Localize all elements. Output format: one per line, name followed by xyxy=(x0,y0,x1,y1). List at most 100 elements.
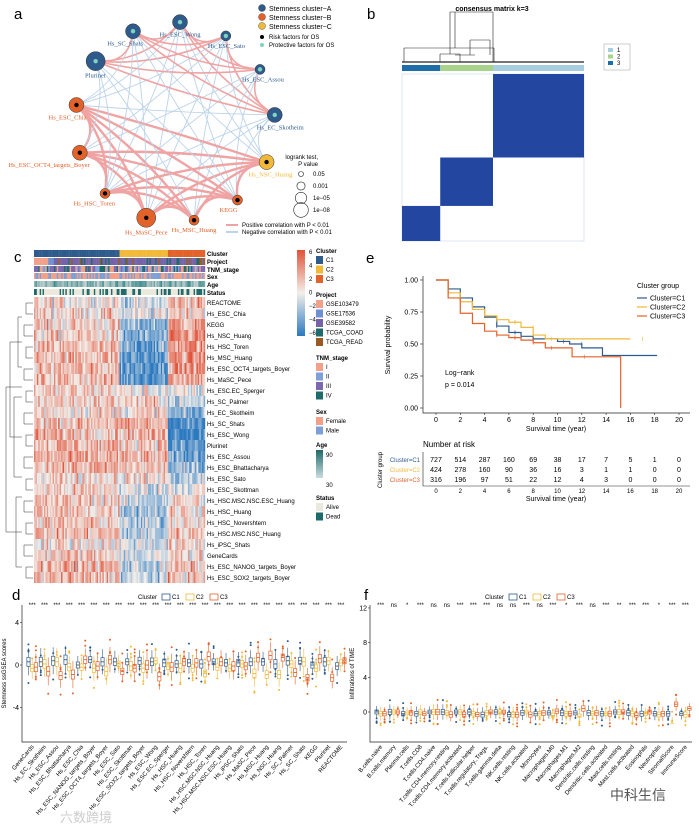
heatmap-cell xyxy=(82,462,85,473)
risk-count: 424 xyxy=(430,467,442,474)
heatmap-cell xyxy=(62,374,65,385)
heatmap-cell xyxy=(76,363,79,374)
outlier-point xyxy=(476,703,479,706)
heatmap-cell xyxy=(156,341,159,352)
risk-row-label: Cluster=C1 xyxy=(390,458,421,464)
heatmap-cell xyxy=(52,396,55,407)
heatmap-cell xyxy=(118,528,120,539)
heatmap-cell xyxy=(187,484,190,495)
heatmap-cell xyxy=(63,297,66,308)
heatmap-cell xyxy=(34,550,36,561)
heatmap-cell xyxy=(45,517,48,528)
heatmap-cell xyxy=(187,473,190,484)
outlier-point xyxy=(323,672,326,675)
heatmap-cell xyxy=(157,418,160,429)
outlier-point xyxy=(274,675,277,678)
outlier-point xyxy=(232,650,235,653)
annotation-cluster-cell xyxy=(145,250,147,257)
network-node: Hs_SC_Shats xyxy=(107,23,143,48)
risk-dot xyxy=(144,215,149,220)
heatmap-cell xyxy=(65,572,67,583)
heatmap-cell xyxy=(128,484,130,495)
risk-count: 316 xyxy=(430,477,442,484)
annotation-cluster-cell xyxy=(203,250,206,257)
outlier-point xyxy=(47,692,50,695)
heatmap-cell xyxy=(145,473,147,484)
heatmap-cell xyxy=(130,440,133,451)
annotation-tnm-cell xyxy=(130,266,133,272)
heatmap-cell xyxy=(193,451,196,462)
heatmap-cell xyxy=(82,550,85,561)
heatmap-cell xyxy=(86,330,89,341)
heatmap-cell xyxy=(35,341,38,352)
heatmap-cell xyxy=(169,308,171,319)
box-group: ***Hs_ESC_Sato xyxy=(93,603,125,778)
heatmap-cell xyxy=(138,363,140,374)
annotation-status-cell xyxy=(167,289,170,295)
heatmap-cell xyxy=(125,473,127,484)
heatmap-cell xyxy=(71,473,73,484)
heatmap-cell xyxy=(163,572,166,583)
heatmap-cell xyxy=(183,407,186,418)
heatmap-cell xyxy=(63,440,66,451)
heatmap-cell xyxy=(179,550,181,561)
annotation-sex-cell xyxy=(150,273,153,279)
heatmap-cell xyxy=(95,451,97,462)
heatmap-cell xyxy=(38,407,40,418)
heatmap-cell xyxy=(189,561,191,572)
heatmap-cell xyxy=(122,407,124,418)
heatmap-cell xyxy=(179,363,181,374)
annotation-status-cell xyxy=(136,289,139,295)
positive-edge xyxy=(75,103,239,202)
heatmap-cell xyxy=(52,473,55,484)
heatmap-cell xyxy=(145,363,147,374)
heatmap-cell xyxy=(98,297,100,308)
annotation-sex-cell xyxy=(139,273,142,279)
annotation-age-cell xyxy=(53,281,56,287)
outlier-point xyxy=(290,652,293,655)
annotation-project-cell xyxy=(81,258,83,265)
panel-label-c: c xyxy=(14,249,22,266)
annotation-status-cell xyxy=(138,289,140,295)
heatmap-cell xyxy=(71,385,73,396)
heatmap-cell xyxy=(169,561,171,572)
heatmap-cell xyxy=(136,330,139,341)
heatmap-cell xyxy=(76,539,79,550)
heatmap-cell xyxy=(176,517,179,528)
annotation-status-cell xyxy=(113,289,116,295)
significance-label: *** xyxy=(300,603,308,609)
annotation-sex-cell xyxy=(82,273,85,279)
heatmap-cell xyxy=(96,308,99,319)
heatmap-cell xyxy=(46,297,49,308)
heatmap-cell xyxy=(179,473,181,484)
annotation-status-cell xyxy=(95,289,97,295)
annotation-project-cell xyxy=(118,258,120,265)
heatmap-cell xyxy=(187,572,190,583)
heatmap-cell xyxy=(138,418,140,429)
annotation-tnm-cell xyxy=(43,266,46,272)
annotation-cluster-cell xyxy=(192,250,194,257)
heatmap-cell xyxy=(135,539,137,550)
heatmap-cell xyxy=(76,550,79,561)
annotation-status-cell xyxy=(51,289,53,295)
heatmap-cell xyxy=(202,440,204,451)
annotation-age-cell xyxy=(183,281,186,287)
significance-label: *** xyxy=(189,603,197,609)
heatmap-cell xyxy=(86,396,89,407)
heatmap-cell xyxy=(38,308,40,319)
risk-count: 196 xyxy=(454,477,466,484)
heatmap-cell xyxy=(163,462,166,473)
heatmap-cell xyxy=(135,374,137,385)
heatmap-cell xyxy=(138,385,140,396)
heatmap-cell xyxy=(122,308,124,319)
heatmap-cell xyxy=(182,297,184,308)
heatmap-cell xyxy=(96,550,99,561)
heatmap-cell xyxy=(38,451,40,462)
annotation-age-cell xyxy=(157,281,160,287)
heatmap-cell xyxy=(148,572,150,583)
legend-label: I xyxy=(326,365,328,371)
heatmap-cell xyxy=(62,462,65,473)
annotation-tnm-cell xyxy=(196,266,199,272)
heatmap-cell xyxy=(65,561,67,572)
annotation-sex-cell xyxy=(58,273,60,279)
